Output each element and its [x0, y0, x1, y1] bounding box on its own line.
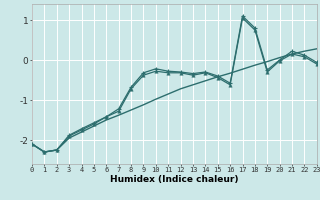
X-axis label: Humidex (Indice chaleur): Humidex (Indice chaleur)	[110, 175, 239, 184]
